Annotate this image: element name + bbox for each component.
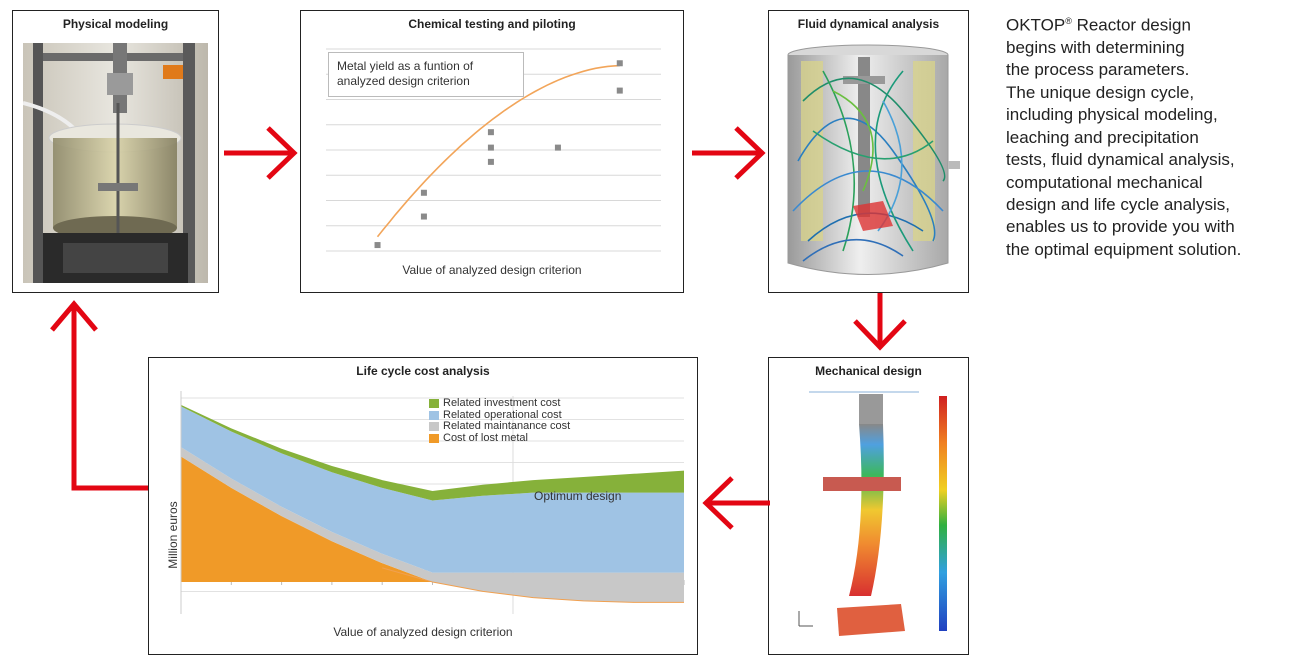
description-line: enables us to provide you with (1006, 217, 1235, 237)
life-cycle-xlabel: Value of analyzed design criterion (333, 625, 513, 639)
legend-item: Cost of lost metal (429, 431, 570, 445)
registered-mark: ® (1065, 16, 1072, 26)
annotation-line-1: Metal yield as a funtion of (337, 59, 474, 73)
legend-item: Related operational cost (429, 408, 570, 422)
description-line: begins with determining (1006, 38, 1185, 58)
area-series (181, 404, 684, 501)
physical-model-photo (23, 43, 208, 283)
chemical-testing-title: Chemical testing and piloting (408, 17, 576, 31)
annotation-line-2: analyzed design criterion (337, 74, 470, 88)
arrow-right-2 (692, 126, 766, 180)
area-series (181, 406, 684, 573)
legend-item: Related maintanance cost (429, 420, 571, 433)
description-text: OKTOP® Reactor design begins with determ… (1006, 10, 1311, 261)
arrow-right-1 (224, 126, 298, 180)
data-point (616, 87, 623, 94)
description-first-line-rest: Reactor design (1071, 15, 1191, 35)
description-line: tests, fluid dynamical analysis, (1006, 150, 1235, 170)
legend-swatch (429, 399, 439, 409)
life-cycle-legend: Related investment cost Related operatio… (429, 397, 571, 445)
description-line: The unique design cycle, (1006, 82, 1195, 102)
life-cycle-cost-chart (180, 391, 685, 614)
metal-yield-chart (326, 48, 661, 252)
description-line: the process parameters. (1006, 60, 1190, 80)
scatter-xlabel: Value of analyzed design criterion (402, 263, 582, 277)
description-line-first: OKTOP® Reactor design (1006, 10, 1311, 37)
description-line: the optimal equipment solution. (1006, 239, 1242, 259)
legend-label: Related maintanance cost (443, 420, 571, 432)
data-point (420, 213, 427, 220)
legend-label: Related operational cost (443, 408, 562, 421)
legend-swatch (429, 422, 439, 432)
description-line: computational mechanical (1006, 172, 1203, 192)
data-point (420, 189, 427, 196)
data-point (554, 144, 561, 151)
legend-item: Related investment cost (429, 397, 570, 410)
data-point (487, 144, 494, 151)
data-point (616, 60, 623, 67)
brand-name: OKTOP (1006, 15, 1066, 35)
arrow-left (702, 476, 770, 530)
data-point (487, 129, 494, 136)
description-line: leaching and precipitation (1006, 127, 1199, 147)
legend-swatch (429, 433, 439, 443)
life-cycle-panel: Life cycle cost analysis Related investm… (148, 357, 698, 655)
chemical-testing-panel: Chemical testing and piloting Metal yiel… (300, 10, 684, 293)
life-cycle-title: Life cycle cost analysis (356, 364, 490, 378)
arrow-down (853, 293, 907, 351)
mechanical-design-title: Mechanical design (815, 364, 922, 378)
area-series (181, 447, 684, 582)
arrow-return (50, 300, 148, 491)
mechanical-fem-image (798, 391, 947, 636)
description-line: including physical modeling, (1006, 105, 1218, 125)
legend-label: Related investment cost (443, 397, 561, 409)
optimum-design-label: Optimum design (534, 489, 622, 503)
chart-annotation-box: Metal yield as a funtion of analyzed des… (328, 52, 524, 97)
legend-swatch (429, 410, 439, 420)
fluid-analysis-panel: Fluid dynamical analysis (768, 10, 969, 293)
physical-modeling-panel: Physical modeling (12, 10, 219, 293)
data-point (487, 158, 494, 165)
physical-modeling-title: Physical modeling (62, 17, 169, 31)
fluid-simulation-image (787, 44, 960, 275)
fluid-analysis-title: Fluid dynamical analysis (797, 17, 940, 31)
area-negative-band (432, 582, 684, 603)
trend-curve (376, 64, 620, 238)
legend-label: Cost of lost metal (443, 431, 528, 444)
mechanical-design-panel: Mechanical design (768, 357, 969, 655)
area-series (181, 456, 684, 582)
life-cycle-ylabel: Million euros (166, 501, 180, 569)
data-point (374, 242, 381, 249)
description-line: design and life cycle analysis, (1006, 194, 1230, 214)
lost-metal-line (382, 567, 684, 603)
